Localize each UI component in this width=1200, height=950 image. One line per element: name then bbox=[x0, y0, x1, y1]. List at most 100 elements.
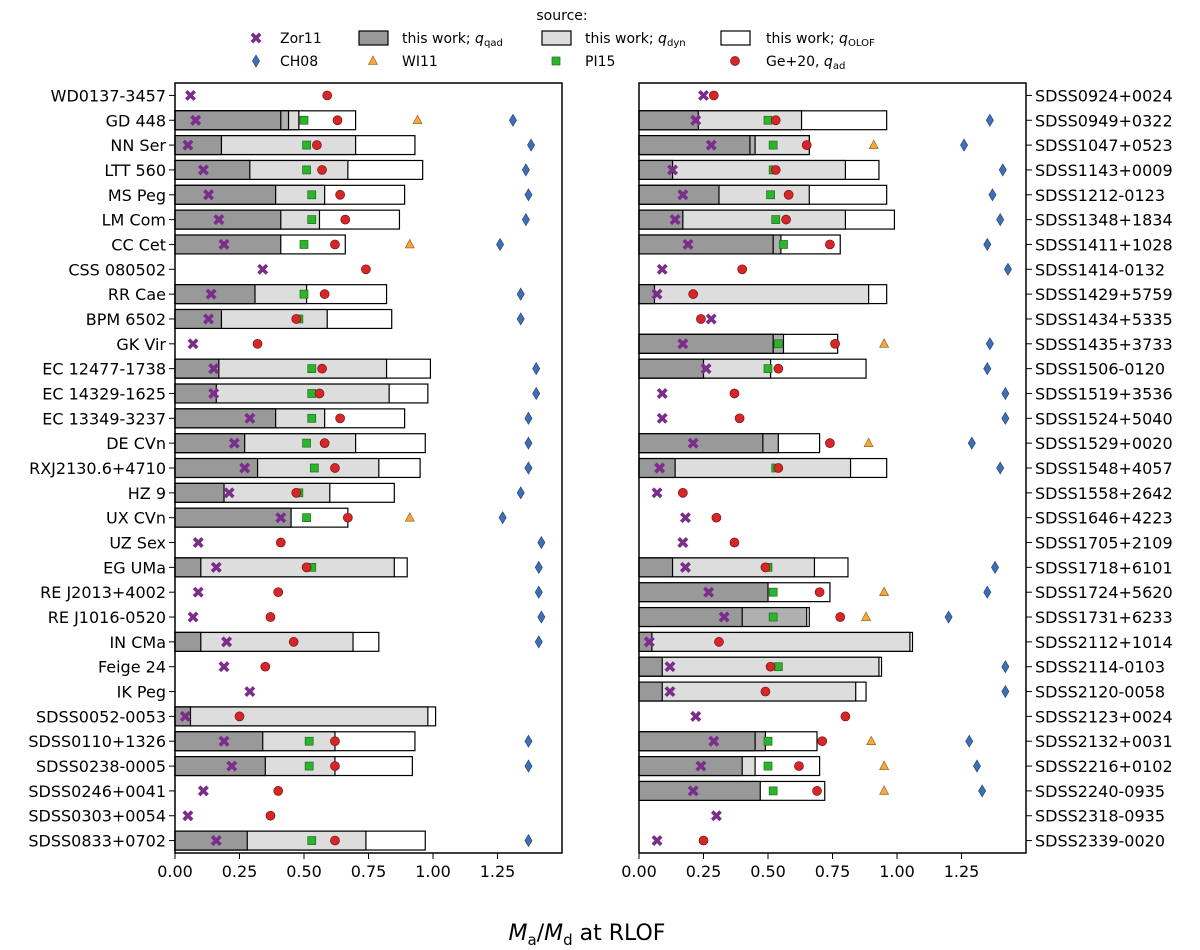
point-ch08 bbox=[534, 585, 543, 599]
point-ge20 bbox=[291, 314, 302, 324]
point-zor11 bbox=[244, 686, 256, 698]
point-ch08 bbox=[537, 610, 546, 624]
point-zor11 bbox=[705, 313, 717, 325]
point-ge20 bbox=[330, 736, 340, 747]
point-ch08 bbox=[983, 585, 992, 599]
row-SDSS2132-0031: SDSS2132+0031 bbox=[638, 731, 1173, 752]
point-ch08 bbox=[534, 635, 543, 649]
y-tick-label: CSS 080502 bbox=[68, 260, 166, 279]
row-SDSS1558-2642: SDSS1558+2642 bbox=[651, 484, 1173, 503]
row-SDSS0052-0053: SDSS0052-0053 bbox=[36, 706, 437, 727]
point-ge20 bbox=[825, 438, 835, 449]
point-ge20 bbox=[734, 413, 745, 424]
row-LTT-560: LTT 560 bbox=[104, 159, 530, 180]
point-zor11 bbox=[664, 661, 676, 673]
point-pi15 bbox=[307, 389, 317, 398]
row-SDSS2339-0020: SDSS2339-0020 bbox=[651, 832, 1165, 851]
point-zor11 bbox=[710, 810, 722, 822]
point-ch08 bbox=[996, 461, 1005, 475]
y-tick-label: SDSS1429+5759 bbox=[1035, 285, 1173, 304]
point-zor11 bbox=[218, 735, 230, 747]
y-tick-label: EC 13349-3237 bbox=[42, 409, 166, 428]
point-ch08 bbox=[1001, 684, 1010, 699]
point-zor11 bbox=[687, 785, 699, 797]
row-GK-Vir: GK Vir bbox=[116, 335, 263, 354]
x-tick-label: 1.00 bbox=[879, 862, 915, 881]
point-zor11 bbox=[192, 537, 204, 548]
y-tick-label: GD 448 bbox=[106, 111, 166, 130]
y-tick-label: SDSS1524+5040 bbox=[1035, 409, 1173, 428]
point-ge20 bbox=[260, 661, 271, 672]
x-tick-label: 0.00 bbox=[157, 862, 193, 881]
point-zor11 bbox=[705, 139, 717, 151]
y-tick-label: LM Com bbox=[102, 211, 166, 230]
point-ge20 bbox=[265, 612, 276, 622]
row-DE-CVn: DE CVn bbox=[106, 433, 533, 454]
bar-qad bbox=[638, 433, 764, 454]
legend-entry-zor11: Zor11 bbox=[250, 31, 322, 47]
point-zor11 bbox=[656, 412, 668, 424]
point-ge20 bbox=[835, 612, 846, 622]
point-pi15 bbox=[307, 413, 317, 423]
y-tick-label: SDSS0246+0041 bbox=[28, 782, 166, 801]
row-SDSS1047-0523: SDSS1047+0523 bbox=[638, 135, 1173, 156]
bar-qad bbox=[174, 756, 266, 777]
x-tick-label: 1.25 bbox=[480, 862, 516, 881]
row-SDSS1524-5040: SDSS1524+5040 bbox=[656, 409, 1173, 428]
point-zor11 bbox=[654, 462, 666, 474]
row-SDSS0246-0041: SDSS0246+0041 bbox=[28, 782, 284, 801]
bar-qad bbox=[638, 731, 756, 752]
legend-entry-wi11: WI11 bbox=[368, 54, 438, 70]
bar-qad bbox=[638, 333, 774, 354]
row-LM-Com: LM Com bbox=[102, 209, 530, 230]
bar-qad bbox=[638, 557, 674, 578]
row-SDSS0110-1326: SDSS0110+1326 bbox=[28, 731, 533, 752]
legend-entry-qolof: this work; qOLOF bbox=[720, 30, 875, 49]
y-tick-label: BPM 6502 bbox=[86, 310, 166, 329]
y-tick-label: RE J1016-0520 bbox=[48, 608, 166, 627]
point-ch08 bbox=[524, 436, 533, 450]
legend-entry-pi15: PI15 bbox=[551, 54, 615, 70]
point-zor11 bbox=[205, 288, 217, 300]
x-tick-label: 0.50 bbox=[286, 862, 322, 881]
bar-qdyn bbox=[174, 557, 395, 578]
y-tick-label: SDSS2318-0935 bbox=[1035, 807, 1165, 826]
point-zor11 bbox=[203, 189, 215, 201]
y-tick-label: UX CVn bbox=[106, 509, 166, 528]
point-ch08 bbox=[965, 734, 974, 748]
row-RR-Cae: RR Cae bbox=[108, 284, 525, 305]
row-SDSS1646-4223: SDSS1646+4223 bbox=[679, 509, 1173, 528]
point-zor11 bbox=[179, 710, 191, 722]
x-axis-label: Ma/Md at RLOF bbox=[509, 921, 666, 949]
y-tick-label: SDSS1529+0020 bbox=[1035, 434, 1173, 453]
row-SDSS1429-5759: SDSS1429+5759 bbox=[638, 284, 1173, 305]
legend-swatch-qad bbox=[358, 30, 389, 46]
point-wi11 bbox=[879, 586, 890, 596]
x-tick-label: 0.50 bbox=[750, 862, 786, 881]
point-ch08 bbox=[973, 759, 981, 773]
y-tick-label: SDSS0052-0053 bbox=[36, 707, 166, 726]
point-ge20 bbox=[330, 463, 340, 473]
bar-qad bbox=[638, 110, 699, 131]
y-tick-label: SDSS1718+6101 bbox=[1035, 558, 1173, 577]
row-EC-14329-1625: EC 14329-1625 bbox=[42, 383, 541, 404]
point-zor11 bbox=[192, 586, 204, 598]
point-ge20 bbox=[729, 537, 740, 548]
point-zor11 bbox=[677, 537, 689, 548]
point-wi11 bbox=[861, 611, 872, 621]
legend-label-wi11: WI11 bbox=[402, 54, 438, 70]
y-tick-label: SDSS2216+0102 bbox=[1035, 757, 1173, 776]
y-tick-label: SDSS1724+5620 bbox=[1035, 583, 1173, 602]
y-tick-label: SDSS1434+5335 bbox=[1035, 310, 1173, 329]
legend-marker-wi11 bbox=[368, 55, 378, 65]
point-pi15 bbox=[299, 240, 309, 249]
x-tick-label: 0.00 bbox=[621, 862, 657, 881]
point-ge20 bbox=[273, 786, 284, 796]
row-SDSS1348-1834: SDSS1348+1834 bbox=[638, 209, 1173, 230]
point-ge20 bbox=[301, 562, 312, 573]
row-GD-448: GD 448 bbox=[106, 110, 517, 131]
y-tick-label: SDSS1348+1834 bbox=[1035, 211, 1173, 230]
row-SDSS0949-0322: SDSS0949+0322 bbox=[638, 110, 1173, 131]
row-EC-12477-1738: EC 12477-1738 bbox=[42, 358, 541, 379]
point-pi15 bbox=[768, 786, 778, 796]
